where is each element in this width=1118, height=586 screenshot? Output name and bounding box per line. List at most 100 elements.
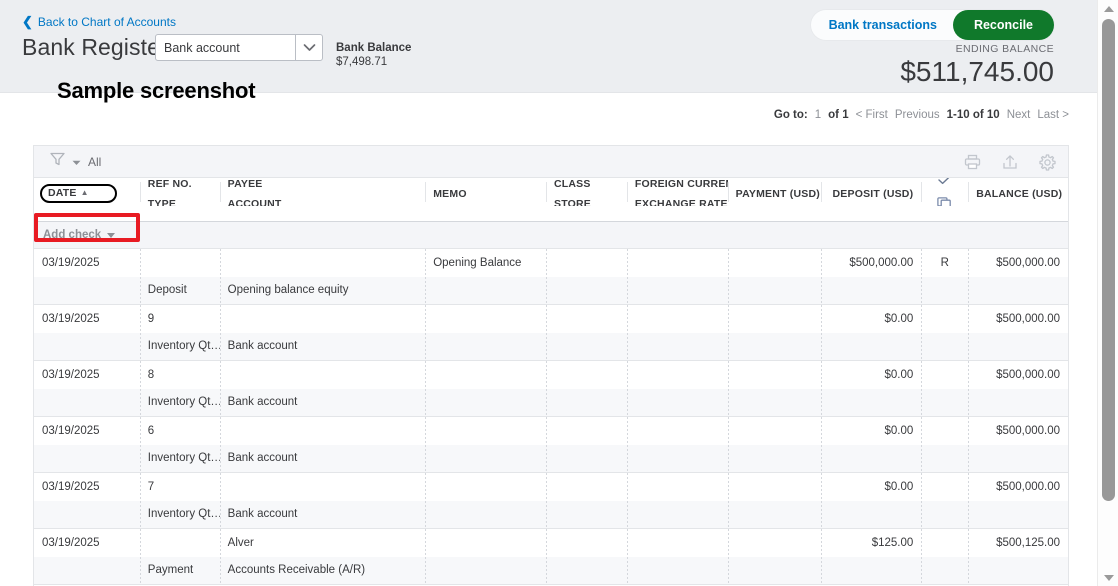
cell-payee[interactable]: Alver xyxy=(219,529,426,557)
cell-reconcile-status[interactable] xyxy=(921,473,968,501)
cell-type[interactable]: Inventory Qt… xyxy=(139,388,220,417)
cell-memo[interactable] xyxy=(425,417,546,445)
cell-class[interactable] xyxy=(545,305,627,333)
table-row[interactable]: 03/19/2025 Alver $125.00 $500,125.00 Payment… xyxy=(34,529,1068,585)
cell-deposit-second[interactable] xyxy=(821,556,921,585)
cell-store[interactable] xyxy=(545,388,627,417)
pagination-last-link[interactable]: Last > xyxy=(1037,109,1069,121)
cell-check-second[interactable] xyxy=(921,388,968,417)
cell-foreign-currency[interactable] xyxy=(626,305,728,333)
cell-type[interactable]: Deposit xyxy=(139,276,220,305)
cell-ref-no[interactable]: 9 xyxy=(139,305,220,333)
cell-date[interactable]: 03/19/2025 xyxy=(42,424,100,437)
cell-balance-second[interactable] xyxy=(968,276,1068,305)
cell-type[interactable]: Inventory Qt… xyxy=(139,444,220,473)
printer-icon[interactable] xyxy=(964,154,981,170)
cell-balance-second[interactable] xyxy=(968,556,1068,585)
cell-class[interactable] xyxy=(545,249,627,277)
scrollbar-up-arrow[interactable] xyxy=(1098,0,1118,17)
cell-check-second[interactable] xyxy=(921,332,968,361)
column-header-reconcile-status[interactable] xyxy=(921,178,968,206)
cell-deposit[interactable]: $0.00 xyxy=(821,417,921,445)
cell-memo[interactable] xyxy=(425,361,546,389)
cell-account[interactable]: Accounts Receivable (A/R) xyxy=(219,556,426,585)
column-header-ref-no[interactable]: REF NO. TYPE xyxy=(139,178,220,206)
cell-account[interactable]: Bank account xyxy=(219,332,426,361)
cell-balance-second[interactable] xyxy=(968,388,1068,417)
cell-foreign-currency[interactable] xyxy=(626,529,728,557)
column-header-payee[interactable]: PAYEE ACCOUNT xyxy=(219,178,426,206)
column-header-class[interactable]: CLASS STORE xyxy=(545,178,627,206)
cell-account[interactable]: Bank account xyxy=(219,500,426,529)
cell-payee[interactable] xyxy=(219,361,426,389)
cell-store[interactable] xyxy=(545,500,627,529)
gear-icon[interactable] xyxy=(1039,153,1056,171)
cell-check-second[interactable] xyxy=(921,276,968,305)
cell-memo-second[interactable] xyxy=(425,332,546,361)
cell-deposit-second[interactable] xyxy=(821,332,921,361)
cell-deposit-second[interactable] xyxy=(821,276,921,305)
cell-balance[interactable]: $500,000.00 xyxy=(968,249,1068,277)
cell-ref-no[interactable]: 8 xyxy=(139,361,220,389)
cell-deposit[interactable]: $0.00 xyxy=(821,361,921,389)
cell-foreign-currency[interactable] xyxy=(626,361,728,389)
table-row[interactable]: 03/19/2025 7 $0.00 $500,000.00 Inventory Qt…… xyxy=(34,473,1068,529)
pagination-first-link[interactable]: < First xyxy=(855,109,888,121)
column-header-payment[interactable]: PAYMENT (USD) xyxy=(727,178,822,206)
cell-exchange-rate[interactable] xyxy=(626,556,728,585)
column-header-date[interactable]: DATE ▲ xyxy=(34,178,140,206)
cell-type[interactable]: Inventory Qt… xyxy=(139,332,220,361)
cell-class[interactable] xyxy=(545,529,627,557)
cell-balance-second[interactable] xyxy=(968,444,1068,473)
cell-type[interactable]: Inventory Qt… xyxy=(139,500,220,529)
cell-ref-no[interactable] xyxy=(139,249,220,277)
pagination-next-link[interactable]: Next xyxy=(1006,109,1031,121)
scrollbar-down-arrow[interactable] xyxy=(1098,569,1118,586)
bank-transactions-button[interactable]: Bank transactions xyxy=(811,10,953,40)
cell-deposit[interactable]: $0.00 xyxy=(821,473,921,501)
cell-exchange-rate[interactable] xyxy=(626,500,728,529)
cell-reconcile-status[interactable] xyxy=(921,529,968,557)
cell-balance[interactable]: $500,000.00 xyxy=(968,361,1068,389)
cell-balance[interactable]: $500,125.00 xyxy=(968,529,1068,557)
cell-memo[interactable] xyxy=(425,473,546,501)
cell-memo-second[interactable] xyxy=(425,388,546,417)
cell-memo-second[interactable] xyxy=(425,500,546,529)
cell-class[interactable] xyxy=(545,417,627,445)
cell-date-second[interactable] xyxy=(34,501,140,529)
cell-date-second[interactable] xyxy=(34,445,140,473)
export-upload-icon[interactable] xyxy=(1002,154,1018,170)
cell-memo[interactable] xyxy=(425,529,546,557)
pagination-page-number[interactable]: 1 xyxy=(814,109,822,121)
cell-balance[interactable]: $500,000.00 xyxy=(968,417,1068,445)
cell-date[interactable]: 03/19/2025 xyxy=(42,256,100,269)
add-check-row[interactable]: Add check xyxy=(34,222,1068,249)
cell-deposit-second[interactable] xyxy=(821,500,921,529)
cell-memo-second[interactable] xyxy=(425,444,546,473)
cell-balance[interactable]: $500,000.00 xyxy=(968,305,1068,333)
cell-account[interactable]: Opening balance equity xyxy=(219,276,426,305)
cell-check-second[interactable] xyxy=(921,500,968,529)
cell-account[interactable]: Bank account xyxy=(219,444,426,473)
cell-payment[interactable] xyxy=(727,529,822,557)
caret-down-icon[interactable] xyxy=(107,232,116,238)
cell-payment[interactable] xyxy=(727,249,822,277)
cell-payee[interactable] xyxy=(219,305,426,333)
cell-date[interactable]: 03/19/2025 xyxy=(42,536,100,549)
scrollbar-thumb[interactable] xyxy=(1102,19,1115,501)
cell-payment[interactable] xyxy=(727,417,822,445)
cell-payment[interactable] xyxy=(727,305,822,333)
cell-deposit-second[interactable] xyxy=(821,388,921,417)
cell-memo[interactable] xyxy=(425,305,546,333)
cell-exchange-rate[interactable] xyxy=(626,332,728,361)
back-to-chart-of-accounts-link[interactable]: ❮ Back to Chart of Accounts xyxy=(22,15,176,30)
cell-date-second[interactable] xyxy=(34,557,140,585)
account-select[interactable]: Bank account xyxy=(155,34,323,61)
table-row[interactable]: 03/19/2025 9 $0.00 $500,000.00 Inventory Qt…… xyxy=(34,305,1068,361)
table-row[interactable]: 03/19/2025 Opening Balance $500,000.00 R $50… xyxy=(34,249,1068,305)
cell-foreign-currency[interactable] xyxy=(626,473,728,501)
cell-store[interactable] xyxy=(545,444,627,473)
cell-payment-second[interactable] xyxy=(727,444,822,473)
cell-deposit[interactable]: $0.00 xyxy=(821,305,921,333)
cell-reconcile-status[interactable] xyxy=(921,361,968,389)
